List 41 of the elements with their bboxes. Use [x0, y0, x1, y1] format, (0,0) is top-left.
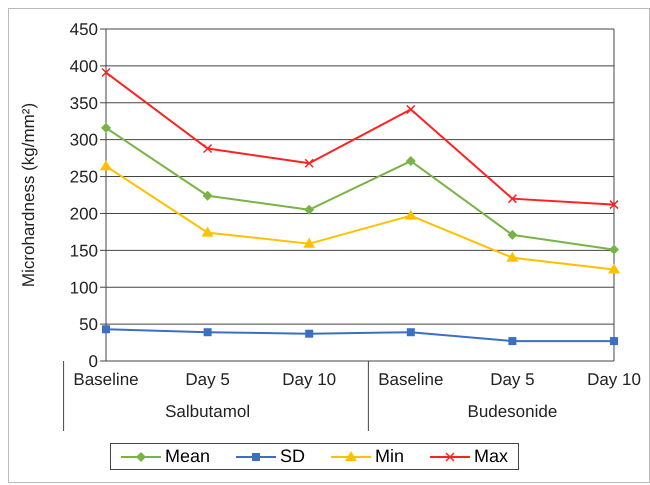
point [202, 226, 214, 237]
point [202, 190, 213, 201]
point [304, 204, 314, 215]
point [100, 160, 112, 170]
point [406, 156, 416, 166]
y-tick-label: 0 [88, 352, 98, 372]
point [609, 244, 619, 255]
x-tick-label: Baseline [73, 370, 139, 389]
y-tick-label: 300 [70, 130, 98, 150]
x-tick-label: Day 10 [282, 370, 336, 389]
y-tick-label: 400 [70, 56, 98, 76]
point [404, 210, 417, 220]
text: Budesonide [467, 402, 558, 421]
point [406, 328, 415, 336]
point [608, 264, 620, 274]
y-tick-label: 150 [70, 241, 98, 260]
legend-label: Min [375, 446, 404, 467]
x-tick-label: Day 5 [185, 370, 230, 389]
point [305, 330, 314, 338]
x-tick-label: Baseline [378, 370, 444, 389]
y-tick-label: 200 [70, 204, 98, 224]
y-tick-label: 450 [70, 20, 98, 40]
legend-label: Mean [164, 446, 210, 467]
point [506, 252, 518, 262]
y-tick-label: 250 [70, 168, 98, 187]
point [204, 328, 212, 336]
point [507, 230, 518, 240]
point [508, 337, 516, 346]
y-axis-title: Microhardness (kg/mm²) [19, 102, 38, 288]
y-tick-label: 100 [70, 278, 98, 298]
legend-label: SD [280, 446, 305, 467]
y-tick-label: 350 [70, 94, 98, 113]
point [610, 337, 618, 346]
x-tick-label: Day 5 [490, 370, 535, 389]
legend-label: Max [474, 446, 508, 467]
point [102, 325, 110, 334]
text: Salbutamol [165, 402, 250, 421]
point [101, 122, 111, 133]
x-tick-label: Day 10 [587, 370, 641, 389]
point [303, 238, 316, 248]
y-tick-label: 50 [79, 315, 98, 334]
